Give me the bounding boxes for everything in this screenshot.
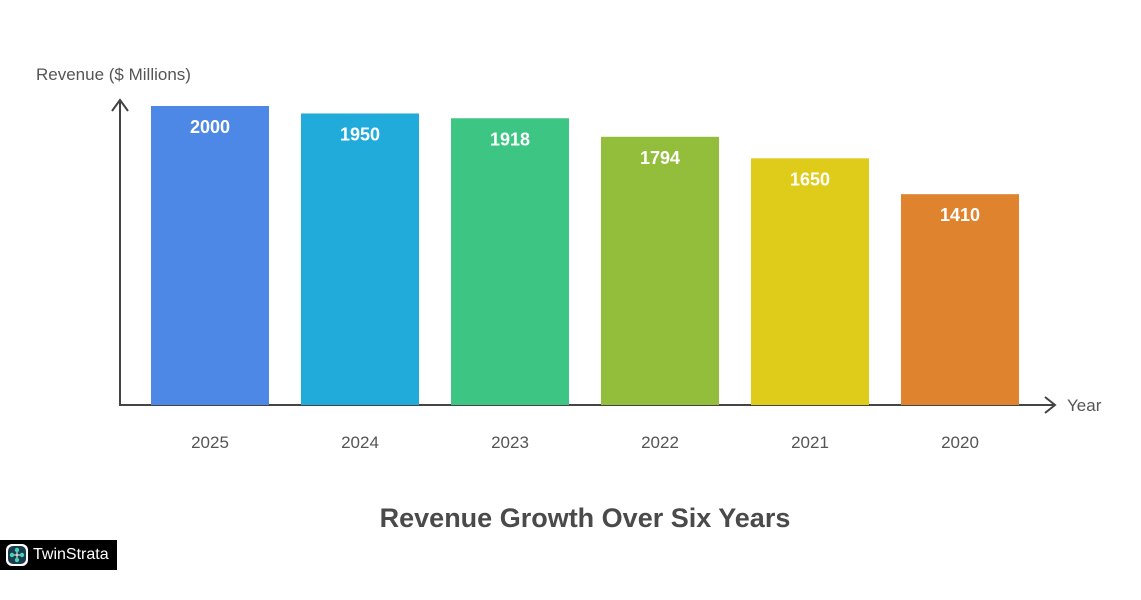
x-tick-label: 2021 [791,433,829,452]
data-label: 1918 [490,129,530,149]
bar-2023 [451,118,569,405]
y-axis-label: Revenue ($ Millions) [36,65,191,84]
y-axis-arrow-icon [111,98,129,112]
bar-2024 [301,113,419,405]
logo-text: TwinStrata [33,546,109,563]
data-label: 1950 [340,124,380,144]
bar-2025 [151,106,269,405]
chart-title: Revenue Growth Over Six Years [380,503,791,533]
x-axis-arrow-icon [1044,396,1057,414]
data-label: 1794 [640,148,680,168]
x-tick-label: 2025 [191,433,229,452]
data-label: 2000 [190,117,230,137]
x-tick-label: 2024 [341,433,379,452]
bar-2020 [901,194,1019,405]
bar-2021 [751,158,869,405]
logo: TwinStrata [0,540,117,570]
x-tick-label: 2022 [641,433,679,452]
x-tick-label: 2020 [941,433,979,452]
bar-2022 [601,136,719,405]
network-nodes-icon [6,544,28,566]
x-axis-label: Year [1067,396,1102,415]
x-tick-label: 2023 [491,433,529,452]
data-label: 1410 [940,205,980,225]
data-label: 1650 [790,169,830,189]
